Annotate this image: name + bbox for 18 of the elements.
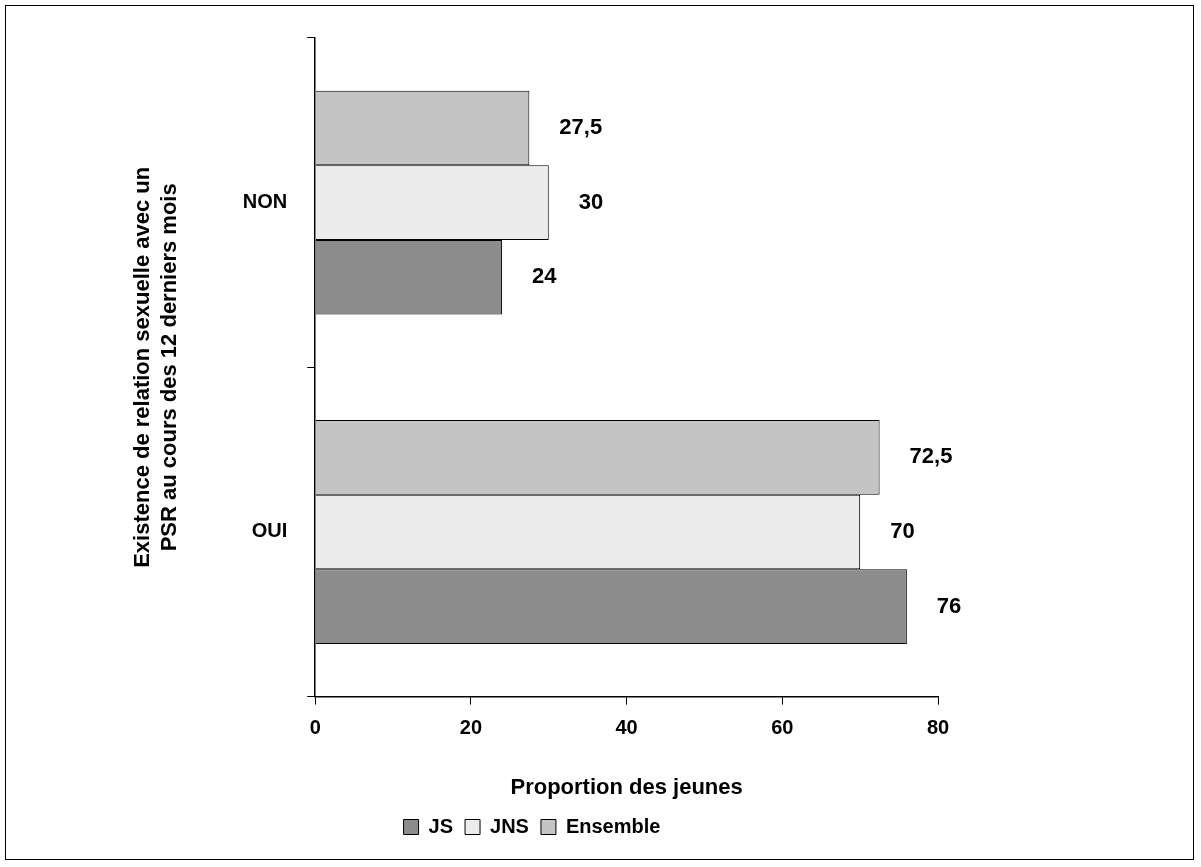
- legend-label: Ensemble: [565, 814, 661, 837]
- data-label: 24: [532, 263, 558, 289]
- y-tick-label: NON: [242, 190, 288, 213]
- data-label: 70: [890, 518, 915, 544]
- y-axis-title: Existence de relation sexuelle avec un PSR au cours des 12 derniers mois: [129, 166, 181, 568]
- x-tick-label: 40: [615, 716, 638, 739]
- x-tick-label: 60: [771, 716, 794, 739]
- x-axis-title: Proportion des jeunes: [510, 773, 743, 799]
- y-tick-label: OUI: [251, 519, 288, 542]
- legend-label: JS: [428, 814, 454, 837]
- data-label: 72,5: [909, 443, 953, 469]
- legend-label: JNS: [490, 814, 529, 837]
- x-tick-label: 0: [309, 716, 321, 739]
- x-tick-label: 20: [459, 716, 483, 739]
- x-tick-label: 80: [926, 716, 950, 739]
- data-label: 30: [578, 188, 604, 214]
- data-label: 27,5: [559, 114, 603, 140]
- data-label: 76: [936, 592, 962, 618]
